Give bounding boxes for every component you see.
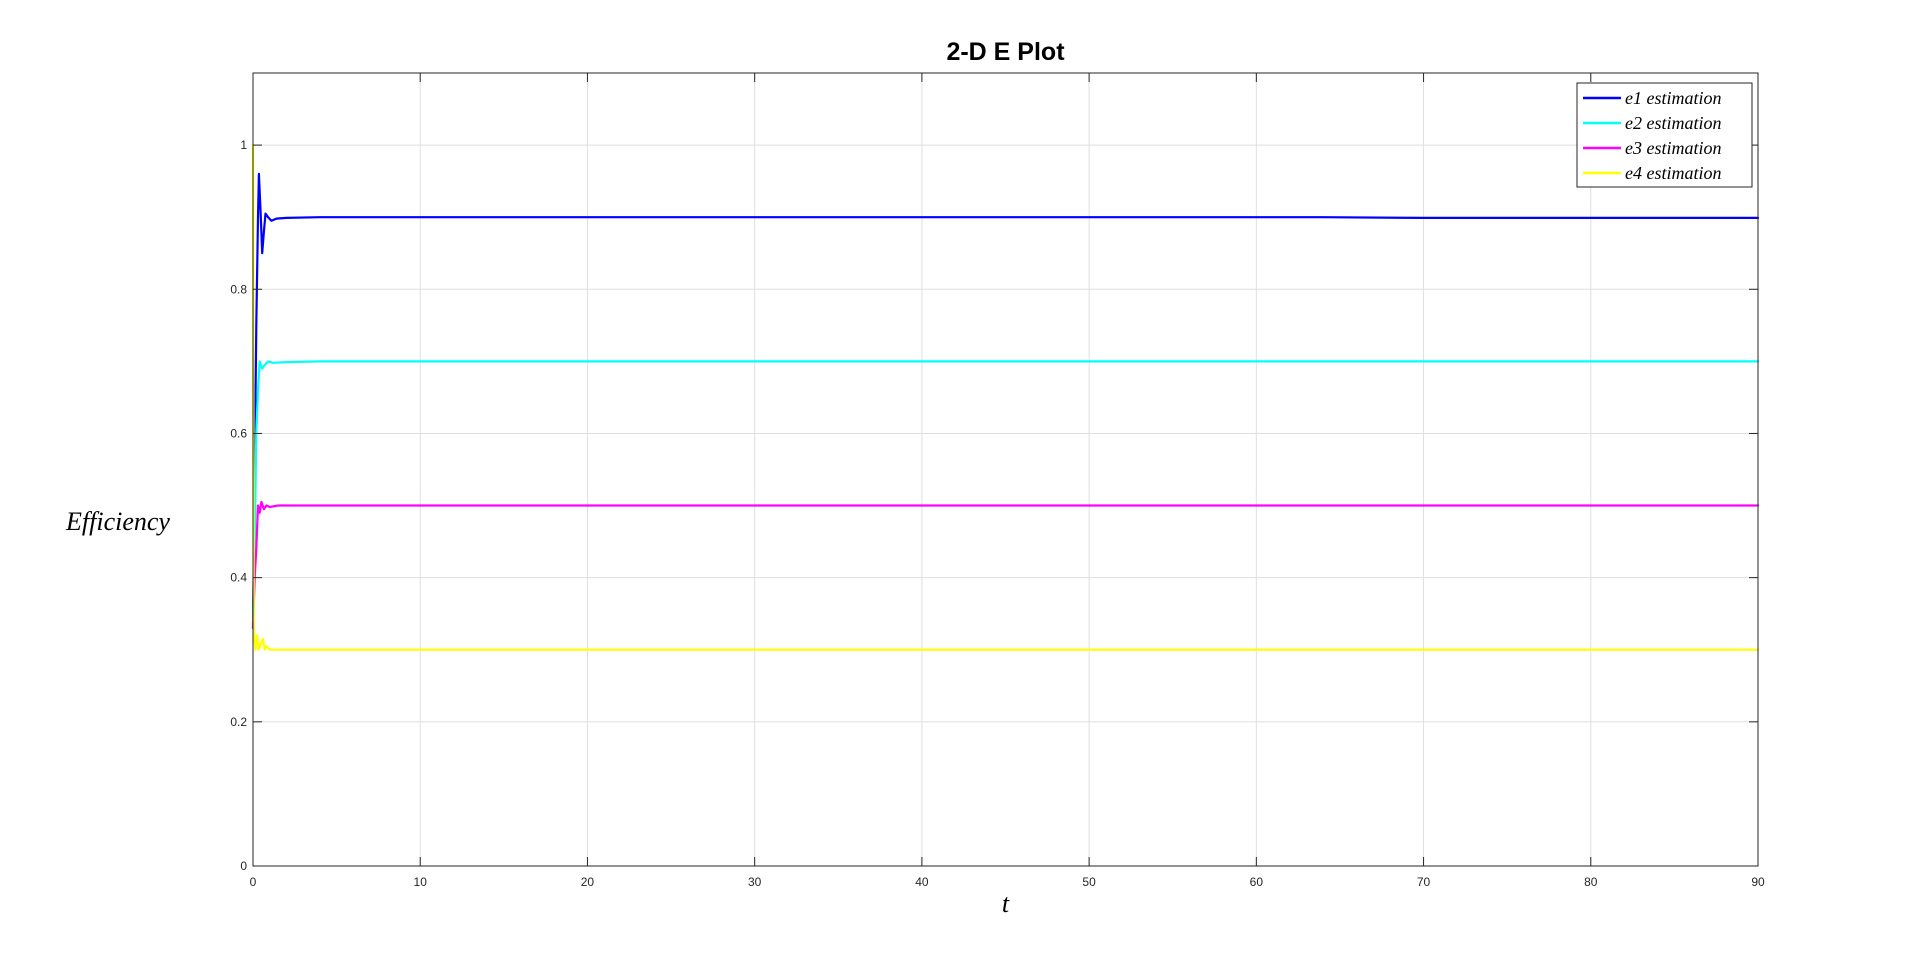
x-tick-label: 0 [250, 875, 257, 889]
series-line-e3 [251, 500, 1760, 630]
chart-title: 2-D E Plot [946, 38, 1065, 66]
x-tick-label: 60 [1250, 875, 1264, 889]
legend-label-e2: e2 estimation [1625, 113, 1722, 133]
series-line-e1 [251, 172, 1760, 630]
axis-ticks: 0 10 20 30 40 50 60 70 80 90 0 0.2 0.4 0.6 0.8 1 [230, 73, 1765, 889]
plot-border [252, 72, 1759, 867]
legend-box [1576, 82, 1753, 188]
y-tick-label: 0.2 [230, 715, 247, 729]
x-tick-label: 70 [1417, 875, 1431, 889]
y-tick-label: 0.8 [230, 282, 247, 296]
x-tick-label: 20 [581, 875, 595, 889]
x-tick-label: 80 [1584, 875, 1598, 889]
y-tick-label: 0.4 [230, 571, 247, 585]
series-line-e2 [251, 360, 1760, 630]
y-tick-label: 1 [240, 138, 247, 152]
x-tick-label: 50 [1082, 875, 1096, 889]
plot-area [253, 73, 1758, 866]
legend-label-e4: e4 estimation [1625, 163, 1722, 183]
legend: e1 estimation e2 estimation e3 estimation e… [1576, 82, 1753, 188]
y-axis-label: Efficiency [65, 507, 170, 536]
series-layer [251, 144, 1760, 651]
x-tick-label: 90 [1751, 875, 1765, 889]
x-tick-label: 40 [915, 875, 929, 889]
x-tick-label: 30 [748, 875, 762, 889]
x-axis-label: t [1002, 889, 1010, 918]
legend-label-e3: e3 estimation [1625, 138, 1722, 158]
series-line-e4 [251, 144, 1760, 651]
x-tick-label: 10 [414, 875, 428, 889]
y-tick-label: 0.6 [230, 426, 247, 440]
y-tick-label: 0 [240, 859, 247, 873]
legend-label-e1: e1 estimation [1625, 88, 1722, 108]
